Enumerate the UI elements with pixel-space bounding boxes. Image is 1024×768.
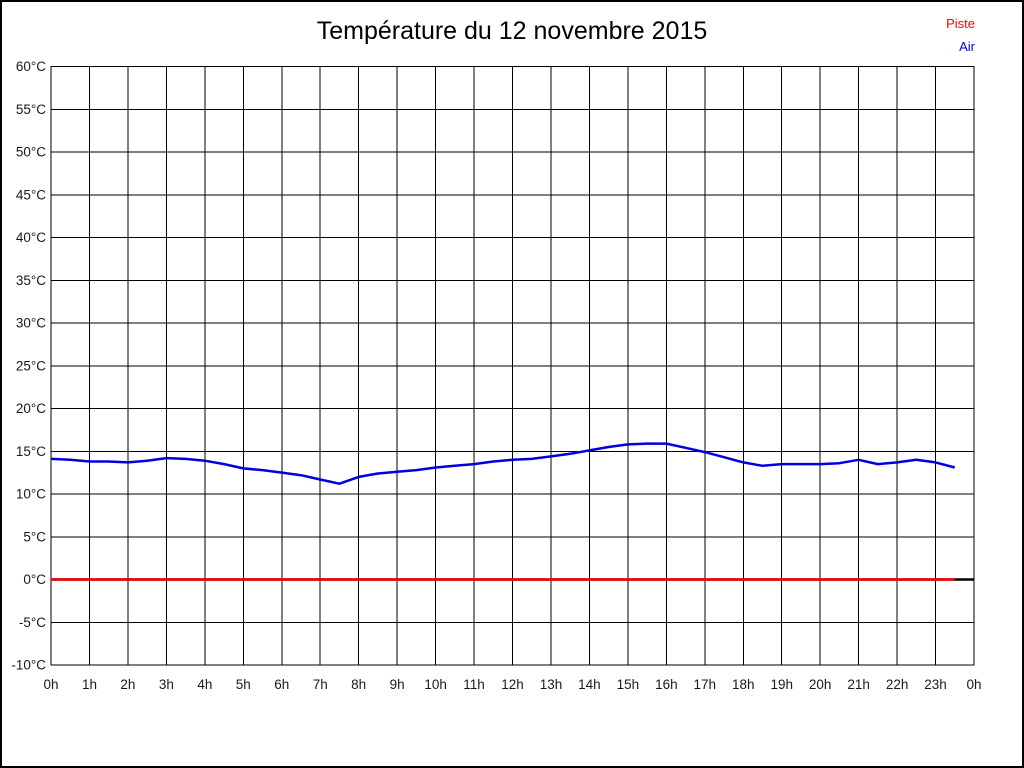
x-tick-label: 21h [847, 677, 870, 692]
legend-item-air: Air [959, 39, 975, 54]
legend: Piste Air [946, 12, 975, 58]
chart-title: Température du 12 novembre 2015 [316, 17, 708, 45]
x-tick-label: 22h [886, 677, 909, 692]
x-tick-label: 1h [82, 677, 97, 692]
y-tick-label: 15°C [16, 444, 46, 459]
x-tick-label: 19h [770, 677, 793, 692]
x-tick-label: 23h [924, 677, 947, 692]
x-tick-label: 16h [655, 677, 678, 692]
y-tick-label: 55°C [16, 102, 46, 117]
legend-item-piste: Piste [946, 16, 975, 31]
y-tick-label: 5°C [23, 529, 46, 544]
x-tick-label: 13h [540, 677, 563, 692]
x-tick-label: 11h [463, 677, 485, 692]
y-tick-label: 60°C [16, 59, 46, 74]
y-tick-label: -5°C [19, 615, 46, 630]
x-tick-label: 9h [390, 677, 405, 692]
x-tick-label: 17h [694, 677, 717, 692]
x-tick-label: 0h [966, 677, 981, 692]
x-tick-label: 8h [351, 677, 366, 692]
y-tick-label: 30°C [16, 316, 46, 331]
x-tick-label: 4h [197, 677, 212, 692]
plot-border [50, 66, 975, 666]
x-tick-label: 15h [617, 677, 640, 692]
y-tick-label: 10°C [16, 487, 46, 502]
y-tick-label: 40°C [16, 230, 46, 245]
air-series-line [50, 442, 956, 485]
x-tick-label: 10h [424, 677, 447, 692]
y-tick-label: 20°C [16, 401, 46, 416]
y-tick-label: 0°C [23, 572, 46, 587]
x-tick-label: 5h [236, 677, 251, 692]
y-tick-label: -10°C [11, 658, 46, 673]
y-tick-label: 45°C [16, 187, 46, 202]
x-tick-label: 2h [120, 677, 135, 692]
x-tick-label: 12h [501, 677, 524, 692]
y-tick-label: 50°C [16, 145, 46, 160]
x-tick-label: 20h [809, 677, 832, 692]
x-tick-label: 6h [274, 677, 289, 692]
x-tick-label: 14h [578, 677, 601, 692]
x-tick-label: 7h [313, 677, 328, 692]
x-tick-label: 18h [732, 677, 755, 692]
y-tick-label: 25°C [16, 358, 46, 373]
x-tick-label: 0h [43, 677, 58, 692]
x-tick-label: 3h [159, 677, 174, 692]
y-tick-label: 35°C [16, 273, 46, 288]
